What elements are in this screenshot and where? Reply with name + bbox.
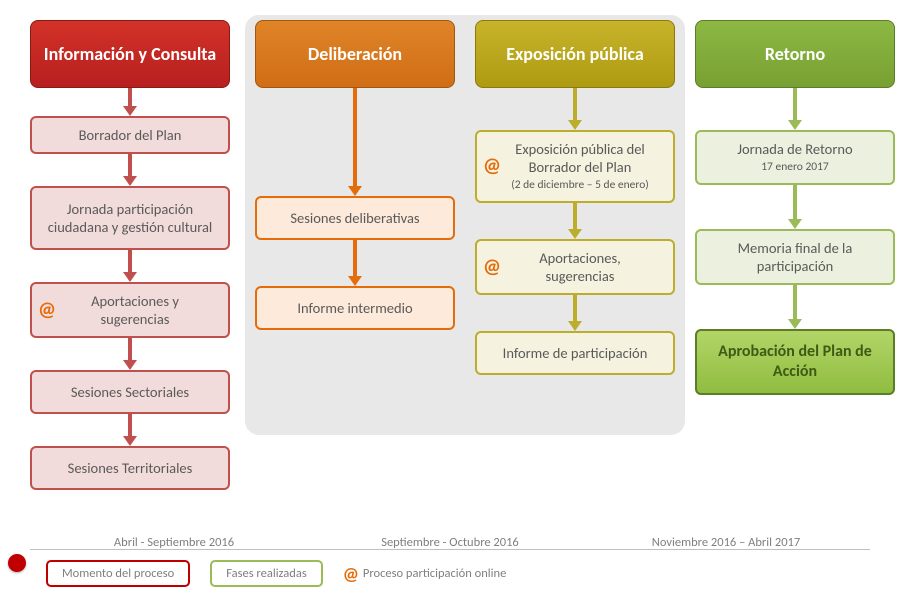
step-label: Memoria final de la participación <box>711 239 879 275</box>
flow-arrow <box>123 414 137 446</box>
step-box: Memoria final de la participación <box>695 229 895 285</box>
column-expo: Exposición pública Exposición pública del… <box>475 20 675 375</box>
step-box: Exposición pública del Borrador del Plan… <box>475 130 675 203</box>
step-box: Sesiones Sectoriales <box>30 370 230 414</box>
step-box: Sesiones Territoriales <box>30 446 230 490</box>
timeline: Abril - Septiembre 2016Septiembre - Octu… <box>30 535 870 550</box>
diagram-area: Información y Consulta Borrador del Plan J… <box>0 0 900 530</box>
flow-arrow <box>788 88 802 130</box>
column-ret: Retorno Jornada de Retorno 17 enero 2017 Me… <box>695 20 895 395</box>
legend-current-phase: Momento del proceso <box>46 560 190 587</box>
flow-arrow <box>348 240 362 286</box>
flow-arrow <box>348 88 362 196</box>
step-sublabel: (2 de diciembre – 5 de enero) <box>511 178 649 192</box>
phase-header-ret: Retorno <box>695 20 895 88</box>
legend-online-label: Proceso participación online <box>363 566 506 581</box>
legend: Momento del proceso Fases realizadas @ P… <box>8 560 506 587</box>
timeline-label: Abril - Septiembre 2016 <box>36 535 312 550</box>
timeline-line <box>30 549 870 550</box>
step-label: Sesiones Sectoriales <box>71 383 189 401</box>
legend-done-phases: Fases realizadas <box>210 560 323 587</box>
step-box: Informe intermedio <box>255 286 455 330</box>
phase-header-delib: Deliberación <box>255 20 455 88</box>
flow-arrow <box>123 88 137 116</box>
column-delib: Deliberación Sesiones deliberativas Inform… <box>255 20 455 330</box>
legend-pin <box>8 554 26 572</box>
step-label: Aportaciones y sugerencias <box>60 292 210 328</box>
step-box: Jornada participación ciudadana y gestió… <box>30 186 230 250</box>
at-icon: @ <box>343 563 359 585</box>
flow-arrow <box>568 295 582 331</box>
phase-header-expo: Exposición pública <box>475 20 675 88</box>
flow-arrow <box>123 338 137 370</box>
step-label: Jornada participación ciudadana y gestió… <box>46 200 214 236</box>
flow-arrow <box>568 203 582 239</box>
step-box: Aportaciones, sugerencias@ <box>475 239 675 295</box>
step-label: Informe intermedio <box>297 299 412 317</box>
step-label: Sesiones deliberativas <box>290 209 419 227</box>
step-label: Aportaciones, sugerencias <box>505 249 655 285</box>
flow-arrow <box>568 88 582 130</box>
step-box: Informe de participación <box>475 331 675 375</box>
flow-arrow <box>788 285 802 329</box>
step-box: Aprobación del Plan de Acción <box>695 329 895 395</box>
step-label: Exposición pública del Borrador del Plan <box>505 140 655 176</box>
step-label: Sesiones Territoriales <box>68 459 193 477</box>
step-box: Sesiones deliberativas <box>255 196 455 240</box>
step-label: Aprobación del Plan de Acción <box>711 342 879 382</box>
flow-arrow <box>123 154 137 186</box>
at-icon: @ <box>38 298 56 323</box>
step-label: Jornada de Retorno <box>737 140 852 158</box>
phase-header-info: Información y Consulta <box>30 20 230 88</box>
step-box: Borrador del Plan <box>30 116 230 154</box>
flow-arrow <box>123 250 137 282</box>
step-sublabel: 17 enero 2017 <box>761 160 829 174</box>
timeline-label: Septiembre - Octubre 2016 <box>312 535 588 550</box>
flow-arrow <box>788 185 802 229</box>
step-box: Jornada de Retorno 17 enero 2017 <box>695 130 895 185</box>
step-label: Borrador del Plan <box>79 126 182 144</box>
step-box: Aportaciones y sugerencias@ <box>30 282 230 338</box>
at-icon: @ <box>483 154 501 179</box>
step-label: Informe de participación <box>503 344 648 362</box>
column-info: Información y Consulta Borrador del Plan J… <box>30 20 230 490</box>
legend-online: @ Proceso participación online <box>343 563 507 585</box>
at-icon: @ <box>483 254 501 279</box>
timeline-label: Noviembre 2016 – Abril 2017 <box>588 535 864 550</box>
